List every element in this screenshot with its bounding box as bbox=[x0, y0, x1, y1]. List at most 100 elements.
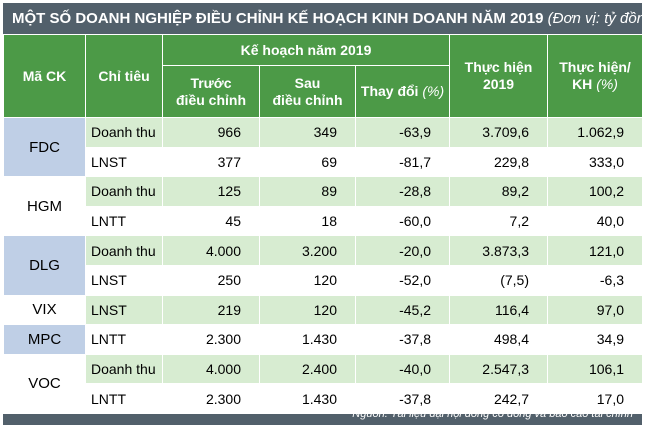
before-cell: 2.300 bbox=[162, 324, 260, 355]
header-before: Trước điều chỉnh bbox=[162, 65, 260, 118]
actual-cell: 3.709,6 bbox=[449, 117, 549, 148]
stock-code: HGM bbox=[3, 176, 86, 237]
actual-cell: (7,5) bbox=[449, 264, 549, 296]
title-main: MỘT SỐ DOANH NGHIỆP ĐIỀU CHỈNH KẾ HOẠCH … bbox=[12, 10, 544, 27]
header-ratio-line2: KH bbox=[572, 76, 593, 92]
after-cell: 69 bbox=[259, 146, 356, 178]
change-cell: -81,7 bbox=[354, 146, 451, 178]
ratio-cell: 100,2 bbox=[547, 176, 644, 207]
change-cell: -63,9 bbox=[354, 117, 451, 148]
change-cell: -20,0 bbox=[354, 235, 451, 266]
change-cell: -52,0 bbox=[354, 264, 451, 296]
header-before-line2: điều chỉnh bbox=[176, 91, 246, 108]
table-row: DLG Doanh thu 4.000 3.200 -20,0 3.873,3 … bbox=[3, 235, 644, 296]
metric-cell: Doanh thu bbox=[85, 353, 163, 385]
ratio-cell: 40,0 bbox=[547, 205, 644, 237]
header-code: Mã CK bbox=[3, 34, 86, 118]
metric-cell: Doanh thu bbox=[85, 235, 163, 266]
before-cell: 966 bbox=[162, 117, 260, 148]
stock-code: VOC bbox=[3, 353, 86, 414]
before-cell: 2.300 bbox=[162, 383, 260, 414]
stock-code: VIX bbox=[3, 294, 86, 326]
before-cell: 250 bbox=[162, 264, 260, 296]
table-row: VIX LNST 219 120 -45,2 116,4 97,0 bbox=[3, 294, 644, 326]
header-change-label: Thay đổi bbox=[360, 83, 419, 100]
ratio-cell: 1.062,9 bbox=[547, 117, 644, 148]
ratio-cell: 121,0 bbox=[547, 235, 644, 266]
before-cell: 219 bbox=[162, 294, 260, 326]
metric-cell: Doanh thu bbox=[85, 117, 163, 148]
table-row: VOC Doanh thu 4.000 2.400 -40,0 2.547,3 … bbox=[3, 353, 644, 414]
before-cell: 377 bbox=[162, 146, 260, 178]
change-cell: -37,8 bbox=[354, 383, 451, 414]
metric-cell: LNST bbox=[85, 294, 163, 326]
after-cell: 1.430 bbox=[259, 324, 356, 355]
actual-cell: 116,4 bbox=[449, 294, 549, 326]
ratio-cell: 97,0 bbox=[547, 294, 644, 326]
after-cell: 349 bbox=[259, 117, 356, 148]
after-cell: 2.400 bbox=[259, 353, 356, 385]
actual-cell: 3.873,3 bbox=[449, 235, 549, 266]
actual-cell: 229,8 bbox=[449, 146, 549, 178]
table-title: MỘT SỐ DOANH NGHIỆP ĐIỀU CHỈNH KẾ HOẠCH … bbox=[3, 3, 642, 34]
actual-cell: 2.547,3 bbox=[449, 353, 549, 385]
table-row: LNST 377 69 -81,7 229,8 333,0 bbox=[4, 146, 644, 178]
metric-cell: LNST bbox=[85, 264, 163, 296]
metric-cell: LNTT bbox=[85, 205, 163, 237]
stock-code: DLG bbox=[3, 235, 86, 296]
after-cell: 18 bbox=[259, 205, 356, 237]
ratio-cell: 106,1 bbox=[547, 353, 644, 385]
table-row: LNTT 2.300 1.430 -37,8 242,7 17,0 bbox=[4, 383, 644, 414]
header-actual: Thực hiện 2019 bbox=[449, 34, 549, 118]
after-cell: 120 bbox=[259, 294, 356, 326]
actual-cell: 498,4 bbox=[449, 324, 549, 355]
header-ratio-unit: (%) bbox=[596, 76, 618, 92]
actual-cell: 242,7 bbox=[449, 383, 549, 414]
header-after-line2: điều chỉnh bbox=[272, 91, 343, 108]
header-after: Sau điều chỉnh bbox=[259, 65, 356, 118]
before-cell: 4.000 bbox=[162, 353, 260, 385]
metric-cell: LNTT bbox=[85, 324, 163, 355]
metric-cell: Doanh thu bbox=[85, 176, 163, 207]
header-change-unit: (%) bbox=[422, 83, 445, 100]
after-cell: 120 bbox=[259, 264, 356, 296]
ratio-cell: 333,0 bbox=[547, 146, 644, 178]
change-cell: -45,2 bbox=[354, 294, 451, 326]
header-actual-line1: Thực hiện bbox=[464, 59, 533, 76]
header-before-line1: Trước bbox=[190, 74, 232, 91]
after-cell: 89 bbox=[259, 176, 356, 207]
header-ratio: Thực hiện/ KH (%) bbox=[547, 34, 644, 118]
table-row: LNST 250 120 -52,0 (7,5) -6,3 bbox=[4, 264, 644, 296]
after-cell: 1.430 bbox=[259, 383, 356, 414]
header-ratio-line1: Thực hiện/ bbox=[559, 59, 631, 76]
table-frame: MỘT SỐ DOANH NGHIỆP ĐIỀU CHỈNH KẾ HOẠCH … bbox=[3, 3, 644, 425]
title-unit: (Đơn vị: tỷ đồng) bbox=[547, 10, 642, 27]
table-row: LNTT 45 18 -60,0 7,2 40,0 bbox=[4, 205, 644, 237]
table-row: FDC Doanh thu 966 349 -63,9 3.709,6 1.06… bbox=[3, 116, 644, 178]
table-row: HGM Doanh thu 125 89 -28,8 89,2 100,2 bbox=[3, 176, 644, 237]
ratio-cell: 34,9 bbox=[547, 324, 644, 355]
actual-cell: 7,2 bbox=[449, 205, 549, 237]
change-cell: -40,0 bbox=[354, 353, 451, 385]
change-cell: -37,8 bbox=[354, 324, 451, 355]
before-cell: 45 bbox=[162, 205, 260, 237]
before-cell: 125 bbox=[162, 176, 260, 207]
before-cell: 4.000 bbox=[162, 235, 260, 266]
actual-cell: 89,2 bbox=[449, 176, 549, 207]
header-actual-line2: 2019 bbox=[482, 76, 515, 92]
header-metric: Chỉ tiêu bbox=[85, 34, 163, 118]
ratio-cell: -6,3 bbox=[547, 264, 644, 296]
header-after-line1: Sau bbox=[294, 74, 321, 91]
stock-code: MPC bbox=[3, 324, 86, 355]
ratio-cell: 17,0 bbox=[547, 383, 644, 414]
table-row: MPC LNTT 2.300 1.430 -37,8 498,4 34,9 bbox=[3, 324, 644, 355]
stock-code: FDC bbox=[3, 116, 86, 178]
change-cell: -60,0 bbox=[354, 205, 451, 237]
source-note: Nguồn: Tài liệu đại hội đồng cổ đông và … bbox=[352, 408, 633, 420]
metric-cell: LNST bbox=[85, 146, 163, 178]
change-cell: -28,8 bbox=[354, 176, 451, 207]
after-cell: 3.200 bbox=[259, 235, 356, 266]
header-plan-group: Kế hoạch năm 2019 bbox=[161, 34, 451, 66]
header-change: Thay đổi (%) bbox=[354, 65, 451, 118]
business-plan-table: Mã CK Chỉ tiêu Kế hoạch năm 2019 Thực hi… bbox=[3, 34, 644, 414]
